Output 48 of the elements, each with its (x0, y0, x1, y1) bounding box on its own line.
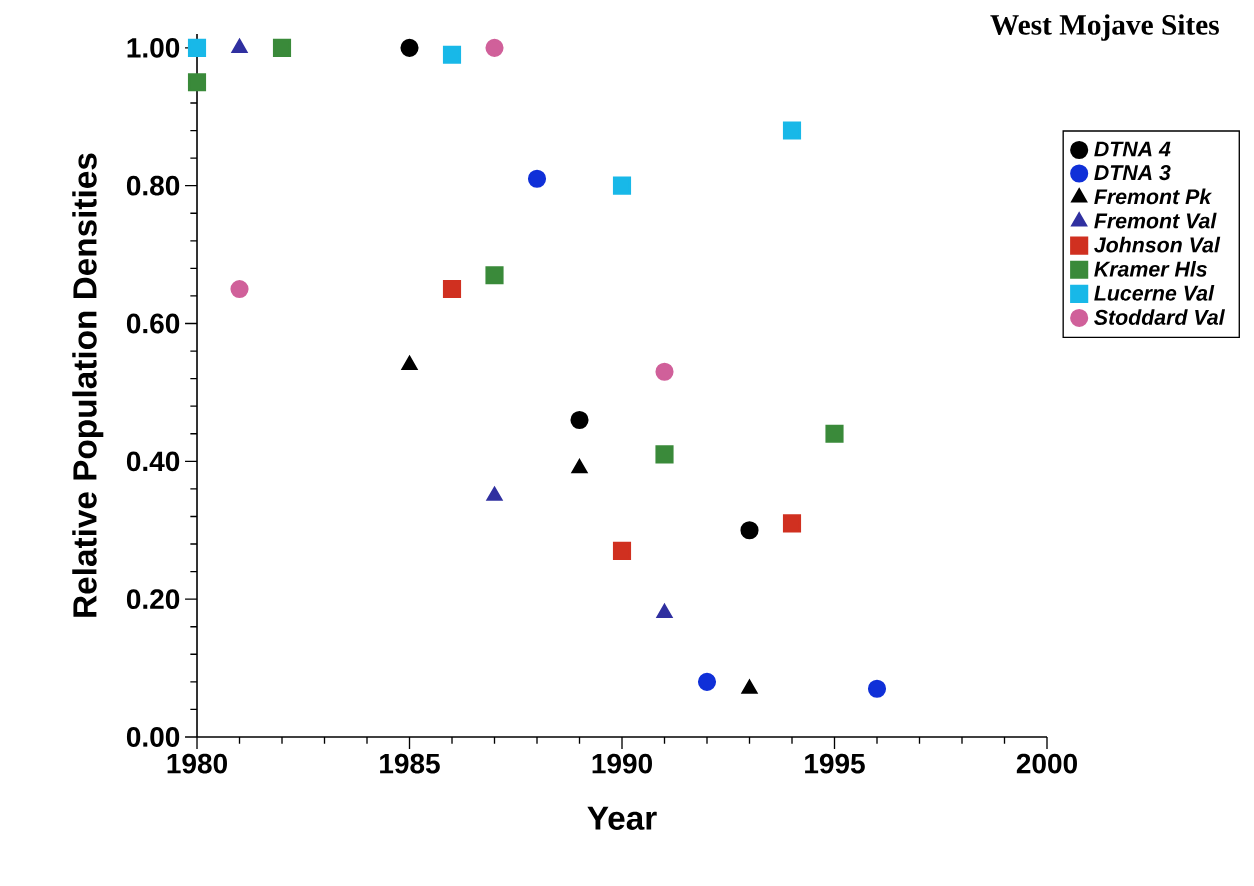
point (230, 279, 249, 299)
legend-label: Lucerne Val (1094, 285, 1215, 301)
point (656, 603, 673, 619)
legend-label: Johnson Val (1094, 236, 1221, 253)
y-tick-label: 0.60 (126, 313, 180, 334)
legend-label: DTNA 3 (1094, 165, 1171, 181)
point (442, 279, 462, 299)
legend-label: Fremont Pk (1094, 188, 1213, 205)
point (272, 38, 292, 57)
point (187, 73, 207, 92)
x-tick-label: 1980 (167, 753, 227, 774)
point (187, 38, 207, 57)
point (527, 169, 547, 188)
point (782, 121, 802, 140)
x-tick-label: 2000 (1016, 753, 1077, 774)
point (486, 486, 503, 501)
y-tick-label: 0.00 (126, 727, 180, 747)
chart-title: West Mojave Sites (990, 14, 1219, 41)
legend-label: Stoddard Val (1094, 309, 1225, 325)
y-axis-title: Relative Population Densities (72, 153, 104, 617)
point (485, 38, 504, 57)
point (400, 38, 419, 57)
point (741, 679, 758, 694)
point (571, 459, 588, 474)
y-tick-label: 0.80 (126, 175, 180, 196)
point (401, 355, 418, 370)
point (782, 514, 802, 533)
x-axis-title: Year (587, 806, 657, 830)
y-tick-label: 0.20 (126, 589, 180, 610)
x-tick-label: 1985 (380, 753, 440, 774)
point (442, 45, 462, 64)
point (740, 521, 759, 540)
point (655, 445, 674, 464)
point (867, 679, 887, 698)
legend-label: DTNA 4 (1094, 141, 1171, 157)
x-tick-label: 1995 (805, 753, 865, 774)
point (612, 176, 632, 195)
y-tick-label: 0.40 (126, 451, 180, 472)
point (825, 424, 844, 443)
point (570, 410, 589, 430)
y-tick-label: 1.00 (127, 37, 180, 58)
point (655, 362, 674, 381)
x-tick-label: 1990 (592, 753, 652, 774)
legend-label: Kramer Hls (1094, 260, 1207, 277)
legend-label: Fremont Val (1094, 212, 1217, 229)
point (697, 672, 717, 691)
point (612, 541, 632, 560)
point (485, 266, 504, 285)
